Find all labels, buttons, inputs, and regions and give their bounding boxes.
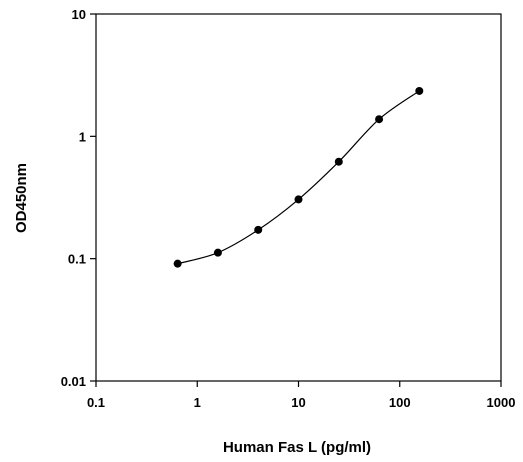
data-point (375, 115, 384, 124)
y-axis-title: OD450nm (13, 163, 30, 233)
x-tick-label: 1000 (487, 395, 516, 410)
data-point (254, 225, 263, 234)
y-tick-label: 1 (79, 129, 86, 144)
data-point (294, 195, 303, 204)
series-line (177, 90, 420, 265)
data-point (173, 259, 182, 268)
x-tick-label: 0.1 (87, 395, 105, 410)
y-tick-label: 0.01 (61, 374, 86, 389)
fitted-curve (177, 90, 420, 265)
x-tick-label: 10 (291, 395, 305, 410)
data-point (213, 248, 222, 257)
x-tick-label: 100 (389, 395, 411, 410)
data-point (334, 157, 343, 166)
x-axis-ticks: 0.1 1 10 100 1000 (87, 381, 516, 410)
x-tick-label: 1 (194, 395, 201, 410)
x-axis-title: Human Fas L (pg/ml) (223, 439, 371, 456)
y-tick-label: 10 (72, 7, 86, 22)
y-tick-label: 0.1 (68, 252, 86, 267)
data-point (415, 86, 424, 95)
data-points (173, 86, 424, 268)
y-axis-ticks: 0.01 0.1 1 10 (61, 7, 96, 389)
